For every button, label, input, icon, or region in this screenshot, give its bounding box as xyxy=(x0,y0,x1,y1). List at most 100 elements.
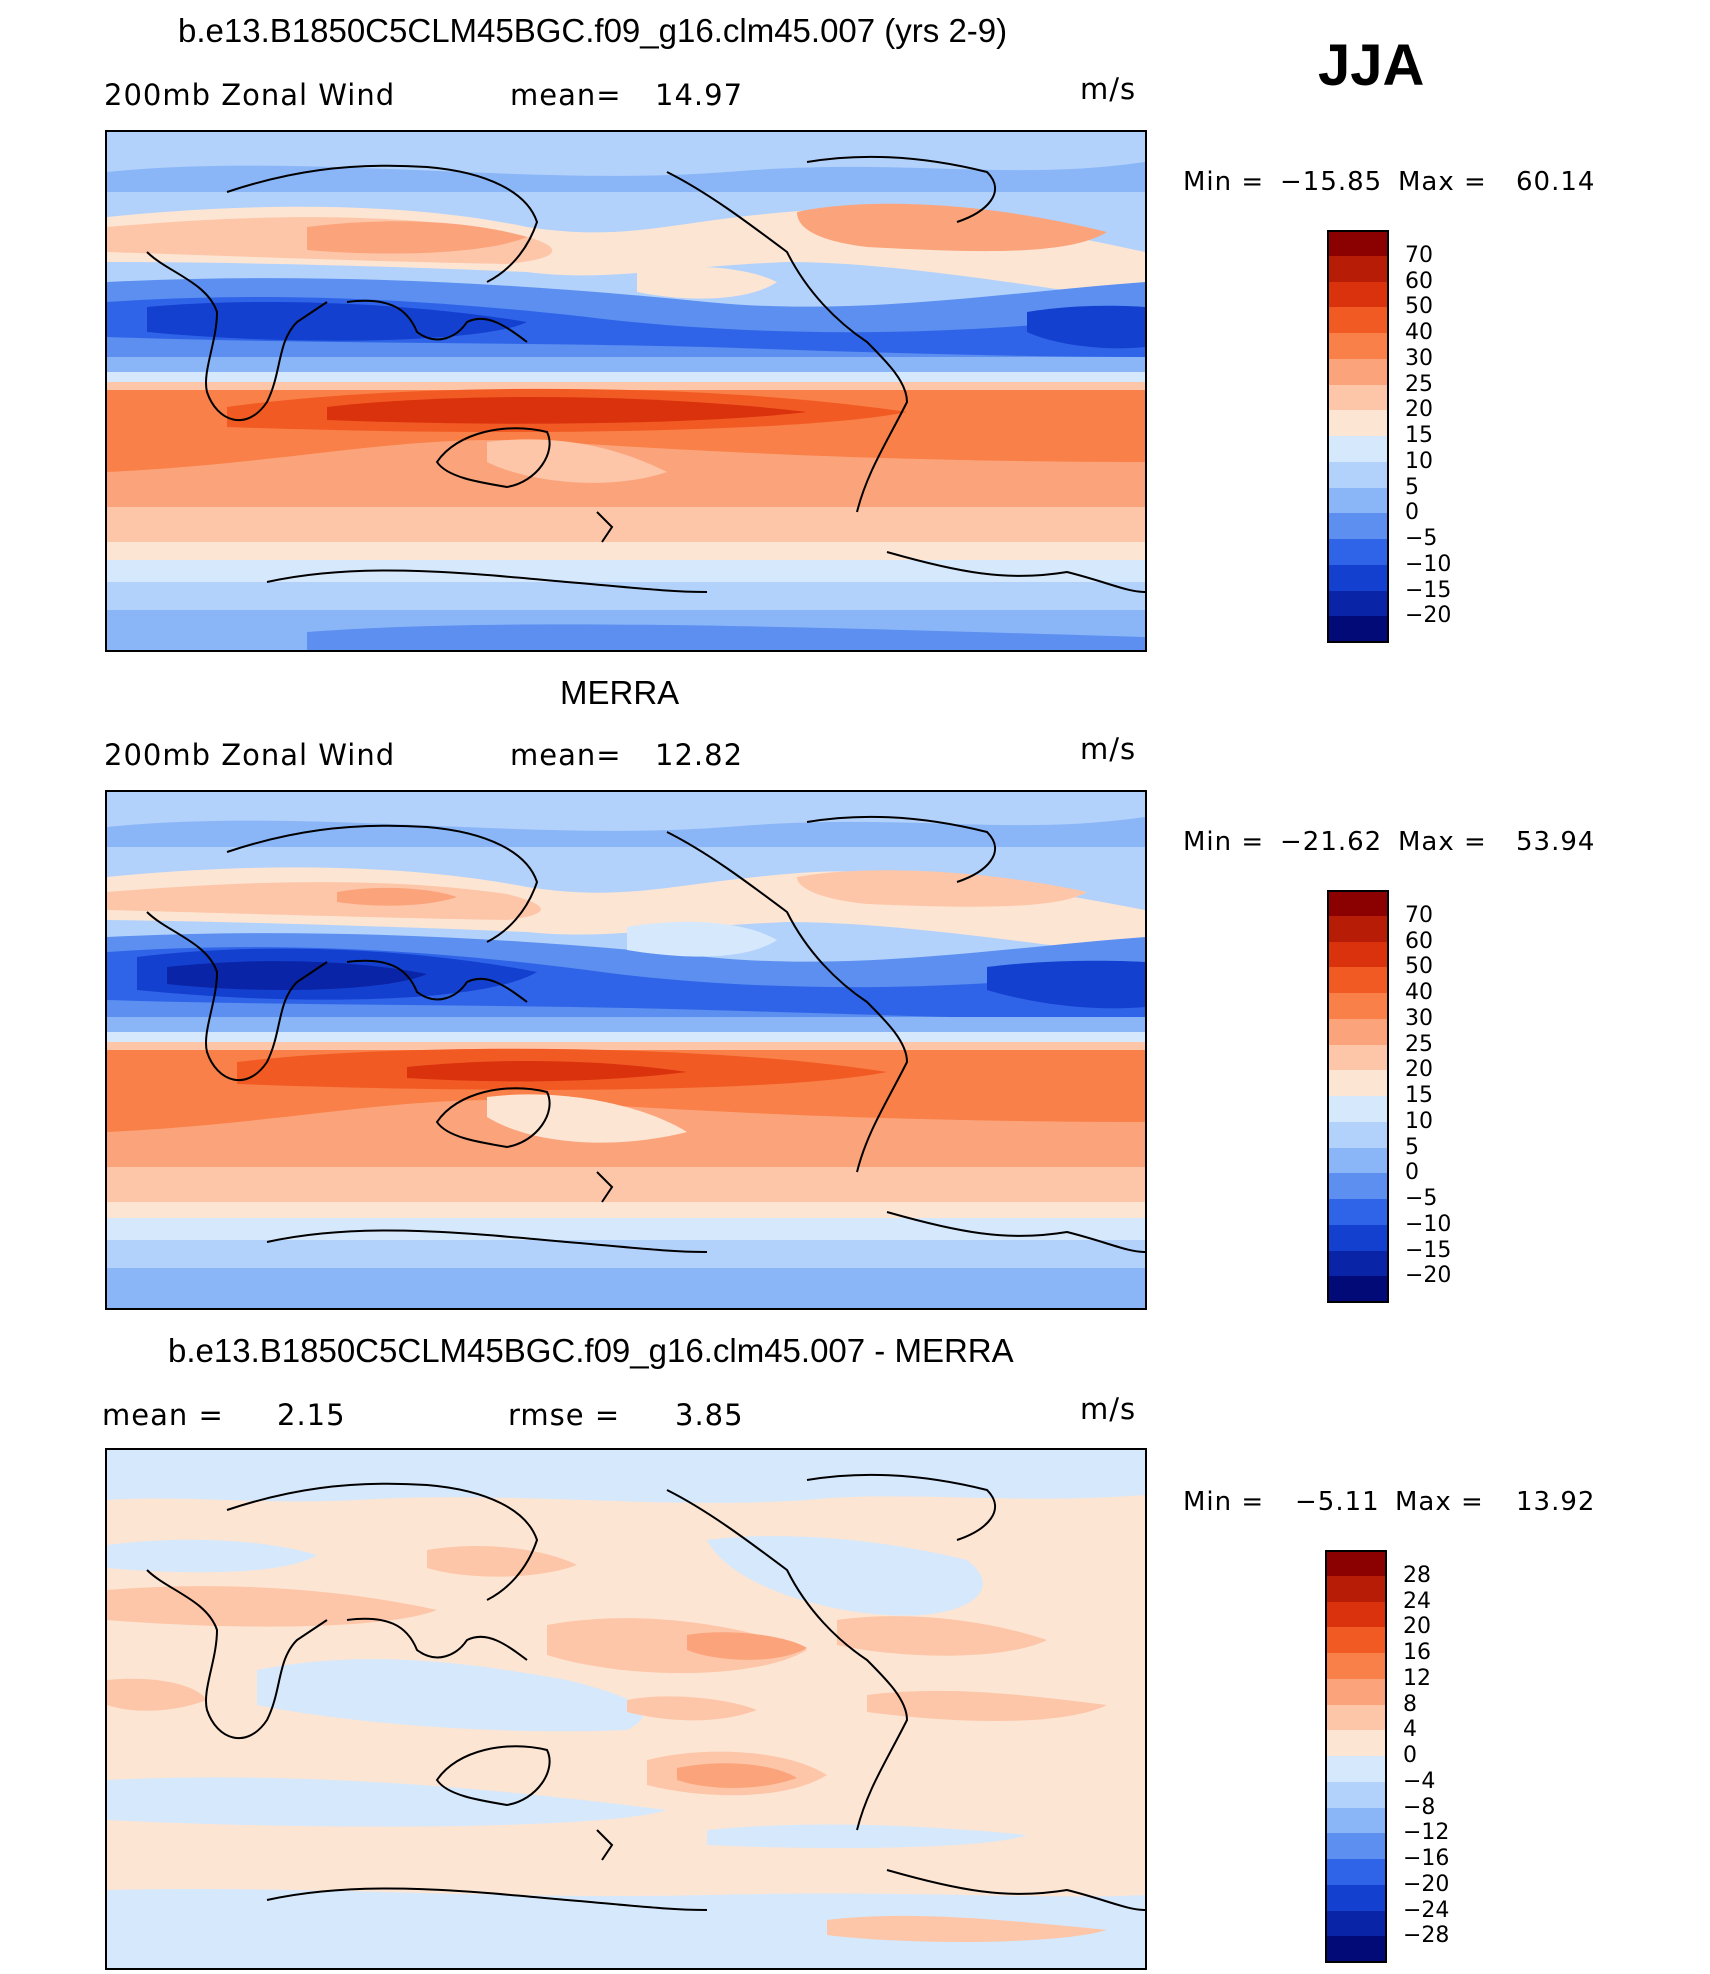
colorbar-swatch xyxy=(1325,1653,1387,1680)
panel2-variable: 200mb Zonal Wind xyxy=(104,738,396,772)
colorbar-swatch xyxy=(1327,1070,1389,1097)
colorbar-label: −5 xyxy=(1405,526,1438,551)
colorbar-label: 24 xyxy=(1403,1588,1431,1614)
colorbar-swatch xyxy=(1327,1121,1389,1148)
colorbar-swatch xyxy=(1325,1910,1387,1937)
colorbar-swatch xyxy=(1327,333,1389,360)
panel1-min-label: Min = xyxy=(1183,167,1265,197)
panel2-map xyxy=(105,790,1147,1310)
colorbar-label: −15 xyxy=(1405,577,1452,603)
colorbar-swatch xyxy=(1325,1756,1387,1783)
colorbar-swatch xyxy=(1327,436,1389,463)
colorbar-label: 20 xyxy=(1405,397,1433,423)
colorbar-swatch xyxy=(1327,967,1389,994)
colorbar-label: 60 xyxy=(1405,928,1433,954)
colorbar-swatch xyxy=(1327,513,1389,540)
panel1-map xyxy=(105,130,1147,652)
colorbar-swatch xyxy=(1327,384,1389,411)
colorbar-label: −12 xyxy=(1403,1820,1450,1846)
colorbar-label: 70 xyxy=(1405,902,1433,928)
colorbar-label: 25 xyxy=(1405,1031,1433,1057)
colorbar-label: 10 xyxy=(1405,1108,1433,1134)
panel1-stat-label: mean= xyxy=(510,78,622,112)
colorbar-label: −15 xyxy=(1405,1237,1452,1263)
panel3-units: m/s xyxy=(1080,1392,1137,1426)
panel3-mean-label: mean = xyxy=(102,1398,224,1432)
panel1-colorbar: 70 60 50 40 30 25 20 15 10 5 0 −5 −10 −15 −20 xyxy=(1327,230,1527,643)
colorbar-label: 0 xyxy=(1403,1743,1417,1768)
colorbar-label: 12 xyxy=(1403,1665,1431,1691)
colorbar-label: 5 xyxy=(1405,474,1419,500)
colorbar-swatch xyxy=(1325,1884,1387,1911)
colorbar-label: 20 xyxy=(1405,1057,1433,1083)
colorbar-swatch xyxy=(1327,539,1389,566)
colorbar-label: 0 xyxy=(1405,1160,1419,1186)
colorbar-label: 10 xyxy=(1405,448,1433,474)
panel2-title: MERRA xyxy=(560,674,680,711)
colorbar-swatch xyxy=(1325,1678,1387,1705)
colorbar-label: 15 xyxy=(1405,1083,1433,1108)
colorbar-swatch xyxy=(1325,1575,1387,1602)
colorbar-label: −10 xyxy=(1405,1211,1452,1237)
colorbar-label: 40 xyxy=(1405,980,1433,1005)
colorbar-swatch xyxy=(1327,993,1389,1020)
panel1-min-value: −15.85 xyxy=(1280,167,1383,197)
panel1-max-value: 60.14 xyxy=(1516,167,1596,197)
colorbar-swatch xyxy=(1325,1704,1387,1731)
colorbar-swatch xyxy=(1325,1807,1387,1834)
colorbar-swatch xyxy=(1327,1147,1389,1174)
colorbar-label: 50 xyxy=(1405,954,1433,980)
panel3-field xyxy=(107,1450,1145,1968)
panel1-max-label: Max = xyxy=(1398,167,1487,197)
colorbar-swatch xyxy=(1327,487,1389,514)
colorbar-swatch xyxy=(1327,1199,1389,1226)
panel2-min-value: −21.62 xyxy=(1280,827,1383,857)
panel3-max-value: 13.92 xyxy=(1516,1487,1596,1517)
colorbar-swatch xyxy=(1325,1859,1387,1886)
colorbar-label: −20 xyxy=(1405,1263,1452,1289)
panel3-min-value: −5.11 xyxy=(1295,1487,1380,1517)
panel2-stat-value: 12.82 xyxy=(655,738,744,772)
colorbar-label: 60 xyxy=(1405,268,1433,294)
colorbar-swatch xyxy=(1327,1173,1389,1200)
colorbar-swatch xyxy=(1327,1224,1389,1251)
panel3-title: b.e13.B1850C5CLM45BGC.f09_g16.clm45.007 … xyxy=(168,1332,1014,1369)
colorbar-swatch xyxy=(1325,1936,1387,1963)
colorbar-swatch xyxy=(1325,1627,1387,1654)
colorbar-swatch xyxy=(1325,1730,1387,1757)
colorbar-label: 16 xyxy=(1403,1640,1431,1665)
colorbar-swatch xyxy=(1327,590,1389,617)
colorbar-label: −8 xyxy=(1403,1794,1436,1820)
panel3-min-label: Min = xyxy=(1183,1487,1265,1517)
colorbar-swatch xyxy=(1325,1833,1387,1860)
colorbar-label: −10 xyxy=(1405,551,1452,577)
colorbar-label: 30 xyxy=(1405,345,1433,371)
panel1-field xyxy=(107,132,1145,650)
colorbar-label: −16 xyxy=(1403,1846,1450,1871)
colorbar-label: 5 xyxy=(1405,1134,1419,1160)
colorbar-swatch xyxy=(1327,1044,1389,1071)
panel2-max-value: 53.94 xyxy=(1516,827,1596,857)
colorbar-label: −4 xyxy=(1403,1768,1436,1794)
colorbar-swatch xyxy=(1327,564,1389,591)
panel3-colorbar: 28 24 20 16 12 8 4 0 −4 −8 −12 −16 −20 −24 −28 xyxy=(1325,1550,1525,1963)
colorbar-label: 28 xyxy=(1403,1562,1431,1588)
colorbar-label: −5 xyxy=(1405,1186,1438,1211)
panel3-map xyxy=(105,1448,1147,1970)
colorbar-swatch xyxy=(1327,1018,1389,1045)
colorbar-swatch xyxy=(1325,1601,1387,1628)
colorbar-label: 4 xyxy=(1403,1717,1417,1743)
colorbar-swatch xyxy=(1327,461,1389,488)
colorbar-swatch xyxy=(1327,890,1389,917)
colorbar-swatch xyxy=(1327,1250,1389,1277)
panel1-stat-value: 14.97 xyxy=(655,78,744,112)
season-label: JJA xyxy=(1318,33,1425,98)
panel2-colorbar: 70 60 50 40 30 25 20 15 10 5 0 −5 −10 −15 −20 xyxy=(1327,890,1527,1303)
colorbar-label: 8 xyxy=(1403,1691,1417,1717)
panel2-max-label: Max = xyxy=(1398,827,1487,857)
colorbar-label: 70 xyxy=(1405,242,1433,268)
colorbar-swatch xyxy=(1327,255,1389,282)
colorbar-swatch xyxy=(1327,307,1389,334)
colorbar-label: 50 xyxy=(1405,294,1433,320)
panel3-mean-value: 2.15 xyxy=(277,1398,346,1432)
